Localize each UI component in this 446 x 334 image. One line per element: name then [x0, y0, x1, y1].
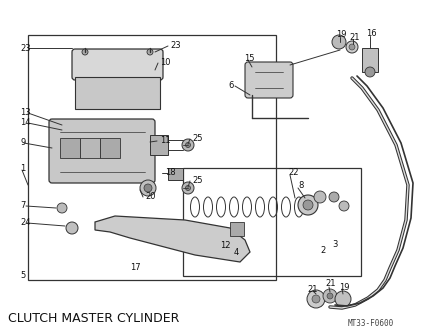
Bar [80, 138, 100, 158]
Circle shape [82, 49, 88, 55]
FancyBboxPatch shape [49, 119, 155, 183]
Circle shape [144, 184, 152, 192]
Text: MT33-F0600: MT33-F0600 [348, 319, 394, 328]
Text: 16: 16 [366, 28, 376, 37]
Circle shape [307, 290, 325, 308]
Circle shape [329, 192, 339, 202]
Circle shape [140, 180, 156, 196]
Text: 20: 20 [145, 191, 156, 200]
Text: 2: 2 [320, 245, 325, 255]
Bar [168, 168, 183, 180]
Circle shape [349, 44, 355, 50]
Text: 25: 25 [192, 134, 202, 143]
Circle shape [303, 200, 313, 210]
Text: 17: 17 [130, 264, 140, 273]
Text: 7: 7 [20, 200, 25, 209]
Text: 13: 13 [20, 108, 31, 117]
Circle shape [66, 222, 78, 234]
Text: 8: 8 [298, 180, 303, 189]
Polygon shape [95, 216, 250, 262]
Circle shape [314, 191, 326, 203]
Text: 11: 11 [160, 136, 170, 145]
Text: 12: 12 [220, 240, 231, 249]
Circle shape [339, 201, 349, 211]
Circle shape [182, 182, 194, 194]
Text: 21: 21 [349, 32, 359, 41]
Circle shape [323, 289, 337, 303]
Circle shape [365, 67, 375, 77]
Text: 25: 25 [192, 175, 202, 184]
Circle shape [186, 185, 190, 190]
Text: 22: 22 [288, 167, 298, 176]
Circle shape [147, 49, 153, 55]
FancyBboxPatch shape [245, 62, 293, 98]
Bar [150, 135, 168, 155]
Text: 15: 15 [244, 53, 255, 62]
FancyBboxPatch shape [72, 49, 163, 80]
Bar [100, 138, 120, 158]
Text: 10: 10 [160, 57, 170, 66]
Circle shape [332, 35, 346, 49]
Circle shape [182, 139, 194, 151]
Text: 23: 23 [170, 40, 181, 49]
Text: 24: 24 [20, 217, 30, 226]
Text: 1: 1 [20, 164, 25, 172]
Bar [60, 138, 80, 158]
Bar [183, 168, 361, 276]
Circle shape [346, 41, 358, 53]
Text: 6: 6 [228, 80, 233, 90]
Bar [28, 35, 276, 280]
Text: 19: 19 [336, 29, 347, 38]
Text: CLUTCH MASTER CYLINDER: CLUTCH MASTER CYLINDER [8, 312, 179, 325]
Text: 18: 18 [165, 167, 176, 176]
Text: 21: 21 [307, 285, 318, 294]
Text: 14: 14 [20, 118, 30, 127]
Text: 3: 3 [332, 239, 337, 248]
Circle shape [312, 295, 320, 303]
Text: 23: 23 [20, 43, 31, 52]
Text: 19: 19 [339, 283, 350, 292]
Bar [362, 48, 378, 72]
Text: 5: 5 [20, 271, 25, 280]
Circle shape [335, 291, 351, 307]
Circle shape [298, 195, 318, 215]
Bar [230, 222, 244, 236]
Circle shape [186, 143, 190, 148]
Circle shape [327, 293, 333, 299]
Text: 9: 9 [20, 138, 25, 147]
Text: 4: 4 [234, 247, 239, 257]
Bar [75, 77, 160, 109]
Text: 21: 21 [325, 280, 335, 289]
Circle shape [57, 203, 67, 213]
